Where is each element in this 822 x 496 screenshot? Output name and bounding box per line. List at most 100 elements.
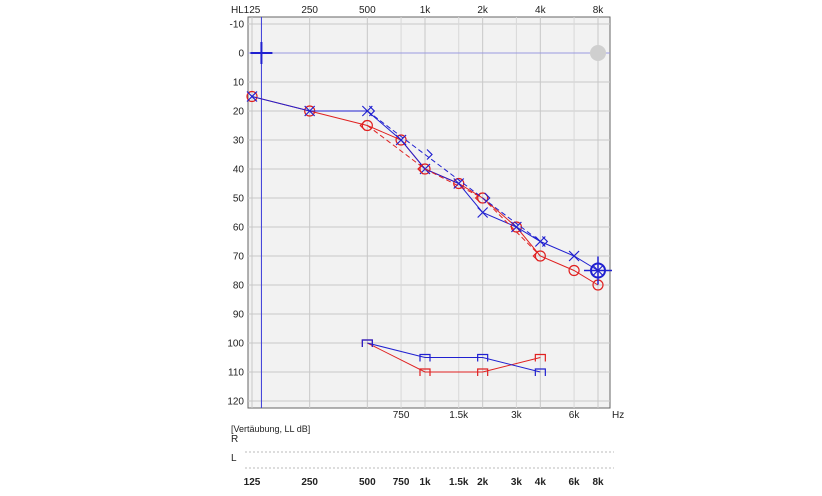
masking-freq-label: 3k xyxy=(511,477,523,488)
masking-freq-label: 1k xyxy=(419,477,431,488)
ucl-marker xyxy=(534,353,546,362)
series-line xyxy=(367,342,541,373)
ucl-marker-part xyxy=(477,368,489,376)
bracket-right-marker xyxy=(426,149,433,160)
circle-marker-part xyxy=(568,264,580,277)
bracket-left-marker-part xyxy=(359,120,366,131)
masking-freq-label: 750 xyxy=(393,477,410,488)
x-top-tick-label: 250 xyxy=(301,5,318,16)
cross-marker-part xyxy=(477,207,489,218)
bracket-left-marker-part xyxy=(417,163,424,175)
ucl-marker-part xyxy=(419,353,431,362)
bracket-left-marker xyxy=(532,250,539,262)
circle-marker xyxy=(534,250,546,262)
circle-marker-part xyxy=(534,250,546,262)
bracket-right-marker xyxy=(541,236,549,247)
bracket-left-marker xyxy=(417,163,424,175)
bracket-left-marker-part xyxy=(532,250,539,262)
x-top-tick-label: 1k xyxy=(420,5,432,16)
cursor-handle xyxy=(590,45,606,61)
cross-marker-part xyxy=(568,250,580,262)
masking-freq-label: 1.5k xyxy=(449,477,469,488)
ucl-marker-part xyxy=(534,353,546,362)
y-tick-label: 120 xyxy=(227,397,244,408)
bracket-left-marker xyxy=(359,120,366,131)
x-bottom-tick-label: 1.5k xyxy=(449,410,469,421)
y-axis-label: HL xyxy=(231,5,244,16)
masking-left-label: L xyxy=(231,453,237,464)
x-top-tick-label: 2k xyxy=(477,5,489,16)
ucl-marker xyxy=(477,353,489,362)
y-tick-label: 100 xyxy=(227,339,244,350)
y-tick-label: 70 xyxy=(233,252,245,263)
series-line xyxy=(367,110,541,242)
ucl-marker xyxy=(361,339,373,347)
y-tick-label: 0 xyxy=(238,49,244,60)
series-line xyxy=(367,125,541,257)
x-top-tick-label: 4k xyxy=(535,5,547,16)
cross-marker xyxy=(453,178,465,189)
ucl-marker-part xyxy=(534,368,546,376)
cross-marker xyxy=(246,91,258,102)
x-top-tick-label: 500 xyxy=(359,5,376,16)
circle-marker xyxy=(568,264,580,277)
cross-marker xyxy=(568,250,580,262)
x-top-tick-label: 125 xyxy=(244,5,261,16)
masking-right-label: R xyxy=(231,434,238,445)
bracket-right-marker xyxy=(368,105,376,117)
bracket-right-marker-part xyxy=(541,236,549,247)
x-bottom-tick-label: 6k xyxy=(569,410,581,421)
cross-marker xyxy=(395,134,407,146)
y-tick-label: 90 xyxy=(233,310,245,321)
y-tick-label: 110 xyxy=(228,368,244,379)
cross-marker xyxy=(477,207,489,218)
ucl-marker xyxy=(534,368,546,376)
masking-freq-label: 8k xyxy=(592,477,604,488)
cross-marker-part xyxy=(304,105,316,117)
x-unit-label: Hz xyxy=(612,410,624,421)
ucl-marker xyxy=(419,353,431,362)
bracket-right-marker xyxy=(484,192,491,204)
cross-marker-part xyxy=(453,178,465,189)
ucl-marker-part xyxy=(419,368,431,376)
masking-freq-label: 2k xyxy=(477,477,489,488)
y-tick-label: 30 xyxy=(233,136,245,147)
x-top-tick-label: 8k xyxy=(593,5,605,16)
ucl-marker-part xyxy=(477,353,489,362)
ucl-marker-part xyxy=(361,339,373,347)
bracket-right-marker-part xyxy=(426,149,433,160)
circle-marker-part xyxy=(477,192,489,204)
y-tick-label: 80 xyxy=(233,281,245,292)
ucl-marker xyxy=(419,368,431,376)
cross-marker xyxy=(304,105,316,117)
plot-area xyxy=(247,16,611,409)
y-tick-label: 40 xyxy=(233,165,245,176)
x-bottom-tick-label: 750 xyxy=(393,410,410,421)
circle-marker xyxy=(361,119,373,132)
masking-freq-label: 6k xyxy=(569,477,581,488)
circle-marker xyxy=(419,163,431,175)
bracket-right-marker-part xyxy=(368,105,376,117)
bracket-right-marker-part xyxy=(484,192,491,204)
masking-freq-label: 250 xyxy=(301,477,318,488)
ucl-marker xyxy=(477,368,489,376)
masking-freq-label: 500 xyxy=(359,477,376,488)
y-tick-label: 50 xyxy=(233,194,245,205)
masking-freq-label: 4k xyxy=(535,477,547,488)
masking-label: [Vertäubung, LL dB] xyxy=(231,424,310,434)
y-tick-label: 60 xyxy=(233,223,245,234)
circle-marker xyxy=(477,192,489,204)
circle-marker-part xyxy=(246,90,258,103)
circle-marker xyxy=(246,90,258,103)
circle-marker-part xyxy=(419,163,431,175)
y-tick-label: 10 xyxy=(233,78,245,89)
x-bottom-tick-label: 3k xyxy=(511,410,523,421)
cross-marker xyxy=(510,221,522,233)
circle-marker-part xyxy=(361,119,373,132)
cross-marker-part xyxy=(510,221,522,233)
y-tick-label: 20 xyxy=(233,107,245,118)
cross-marker-part xyxy=(246,91,258,102)
masking-freq-label: 125 xyxy=(244,477,261,488)
y-tick-label: -10 xyxy=(230,20,245,31)
